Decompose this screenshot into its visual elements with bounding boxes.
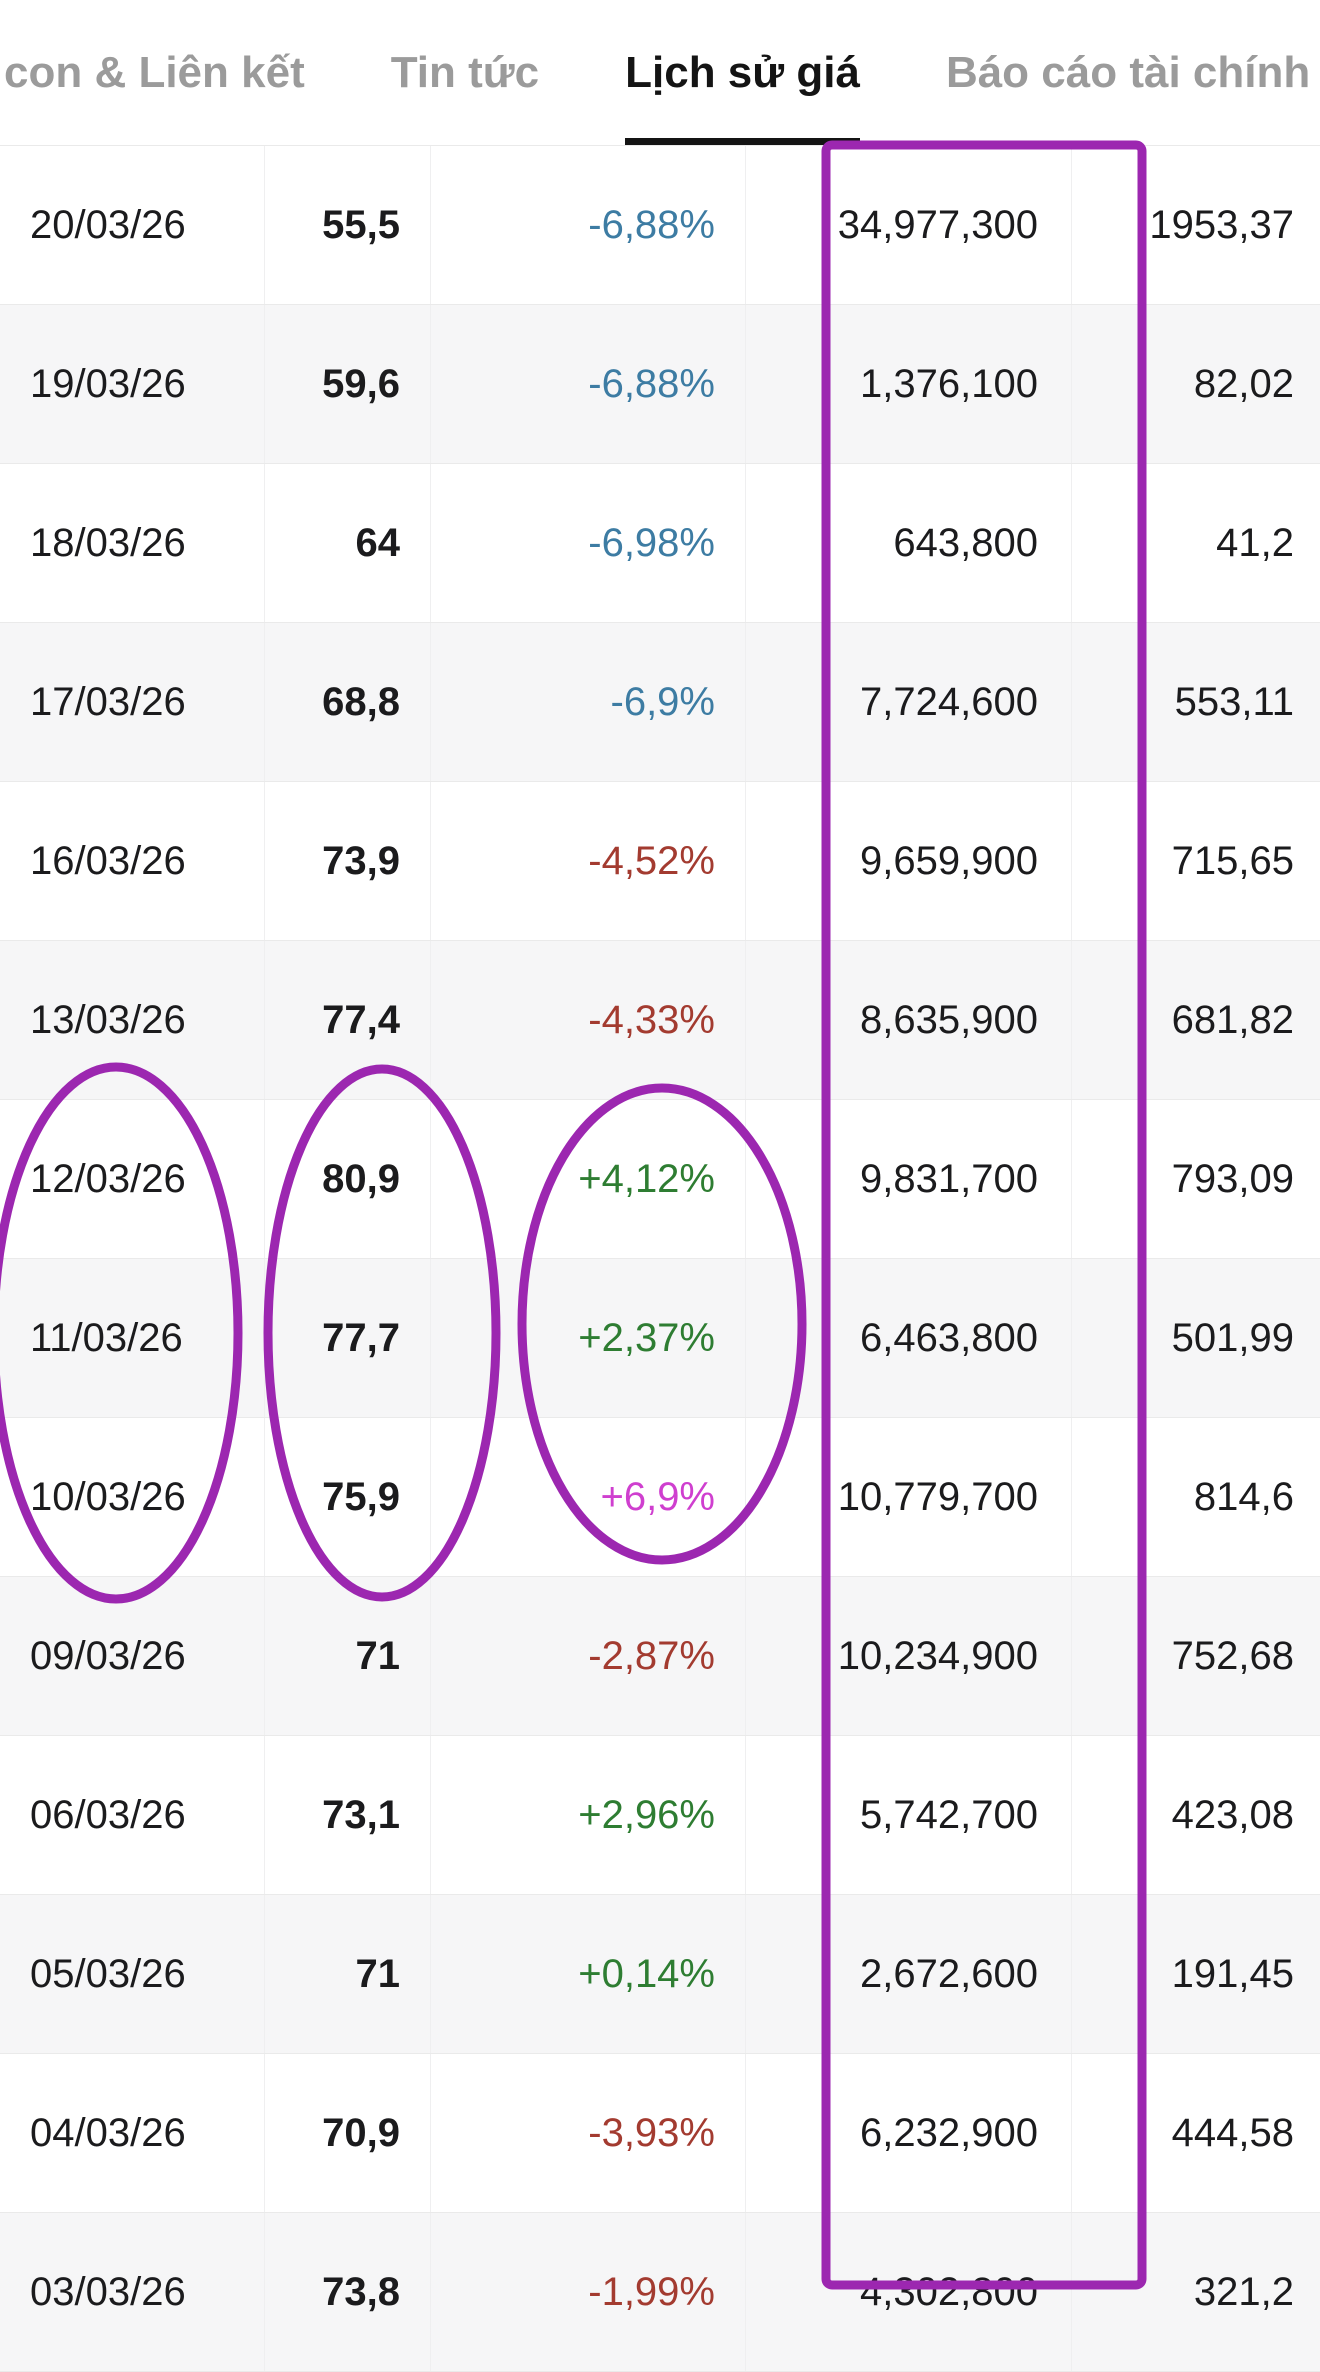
- date-cell: 05/03/26: [30, 1951, 186, 1996]
- tab-label: con & Liên kết: [4, 47, 305, 97]
- table-row: 04/03/26 70,9 -3,93% 6,232,900 444,58: [0, 2054, 1320, 2213]
- value-cell: 681,82: [1071, 941, 1320, 1099]
- date-cell: 04/03/26: [30, 2110, 186, 2155]
- change-cell: -2,87%: [430, 1577, 745, 1735]
- tab-bar: con & Liên kết Tin tức Lịch sử giá Báo c…: [0, 0, 1320, 145]
- value-cell: 553,11: [1071, 623, 1320, 781]
- price-cell: 73,8: [264, 2213, 430, 2371]
- value-cell: 41,2: [1071, 464, 1320, 622]
- table-row: 20/03/26 55,5 -6,88% 34,977,300 1953,37: [0, 146, 1320, 305]
- date-cell: 19/03/26: [30, 361, 186, 406]
- change-cell: -6,88%: [430, 146, 745, 304]
- change-cell: -6,9%: [430, 623, 745, 781]
- change-cell: +2,37%: [430, 1259, 745, 1417]
- price-cell: 77,4: [264, 941, 430, 1099]
- tab-shareholders-links[interactable]: con & Liên kết: [4, 0, 305, 145]
- change-cell: +2,96%: [430, 1736, 745, 1894]
- value-cell: 321,2: [1071, 2213, 1320, 2371]
- value-cell: 82,02: [1071, 305, 1320, 463]
- value-cell: 444,58: [1071, 2054, 1320, 2212]
- change-cell: -3,93%: [430, 2054, 745, 2212]
- value-cell: 752,68: [1071, 1577, 1320, 1735]
- value-cell: 793,09: [1071, 1100, 1320, 1258]
- change-cell: -6,98%: [430, 464, 745, 622]
- price-cell: 68,8: [264, 623, 430, 781]
- date-cell: 11/03/26: [30, 1315, 183, 1360]
- price-cell: 71: [264, 1577, 430, 1735]
- volume-cell: 9,659,900: [745, 782, 1071, 940]
- value-cell: 501,99: [1071, 1259, 1320, 1417]
- change-cell: +0,14%: [430, 1895, 745, 2053]
- price-cell: 71: [264, 1895, 430, 2053]
- change-cell: -4,52%: [430, 782, 745, 940]
- date-cell: 09/03/26: [30, 1633, 186, 1678]
- value-cell: 1953,37: [1071, 146, 1320, 304]
- volume-cell: 34,977,300: [745, 146, 1071, 304]
- volume-cell: 6,463,800: [745, 1259, 1071, 1417]
- tab-financial-reports[interactable]: Báo cáo tài chính: [946, 0, 1310, 145]
- date-cell: 16/03/26: [30, 838, 186, 883]
- table-row: 16/03/26 73,9 -4,52% 9,659,900 715,65: [0, 782, 1320, 941]
- volume-cell: 7,724,600: [745, 623, 1071, 781]
- table-row: 09/03/26 71 -2,87% 10,234,900 752,68: [0, 1577, 1320, 1736]
- date-cell: 20/03/26: [30, 202, 186, 247]
- table-row: 06/03/26 73,1 +2,96% 5,742,700 423,08: [0, 1736, 1320, 1895]
- tab-news[interactable]: Tin tức: [391, 0, 539, 145]
- price-history-table[interactable]: 20/03/26 55,5 -6,88% 34,977,300 1953,37 …: [0, 145, 1320, 2372]
- volume-cell: 9,831,700: [745, 1100, 1071, 1258]
- date-cell: 06/03/26: [30, 1792, 186, 1837]
- volume-cell: 10,234,900: [745, 1577, 1071, 1735]
- table-row: 19/03/26 59,6 -6,88% 1,376,100 82,02: [0, 305, 1320, 464]
- price-cell: 70,9: [264, 2054, 430, 2212]
- date-cell: 17/03/26: [30, 679, 186, 724]
- table-row: 11/03/26 77,7 +2,37% 6,463,800 501,99: [0, 1259, 1320, 1418]
- table-row: 12/03/26 80,9 +4,12% 9,831,700 793,09: [0, 1100, 1320, 1259]
- table-row: 18/03/26 64 -6,98% 643,800 41,2: [0, 464, 1320, 623]
- price-cell: 55,5: [264, 146, 430, 304]
- volume-cell: 2,672,600: [745, 1895, 1071, 2053]
- table-row: 17/03/26 68,8 -6,9% 7,724,600 553,11: [0, 623, 1320, 782]
- date-cell: 12/03/26: [30, 1156, 186, 1201]
- value-cell: 715,65: [1071, 782, 1320, 940]
- volume-cell: 643,800: [745, 464, 1071, 622]
- price-cell: 73,9: [264, 782, 430, 940]
- volume-cell: 4,302,800: [745, 2213, 1071, 2371]
- table-row: 05/03/26 71 +0,14% 2,672,600 191,45: [0, 1895, 1320, 2054]
- change-cell: -4,33%: [430, 941, 745, 1099]
- value-cell: 814,6: [1071, 1418, 1320, 1576]
- value-cell: 423,08: [1071, 1736, 1320, 1894]
- volume-cell: 10,779,700: [745, 1418, 1071, 1576]
- tab-label: Lịch sử giá: [625, 47, 860, 97]
- date-cell: 10/03/26: [30, 1474, 186, 1519]
- tab-label: Báo cáo tài chính: [945, 47, 1311, 97]
- volume-cell: 5,742,700: [745, 1736, 1071, 1894]
- table-row: 13/03/26 77,4 -4,33% 8,635,900 681,82: [0, 941, 1320, 1100]
- price-cell: 59,6: [264, 305, 430, 463]
- price-cell: 64: [264, 464, 430, 622]
- price-cell: 73,1: [264, 1736, 430, 1894]
- price-cell: 77,7: [264, 1259, 430, 1417]
- volume-cell: 6,232,900: [745, 2054, 1071, 2212]
- change-cell: -1,99%: [430, 2213, 745, 2371]
- value-cell: 191,45: [1071, 1895, 1320, 2053]
- volume-cell: 1,376,100: [745, 305, 1071, 463]
- change-cell: +6,9%: [430, 1418, 745, 1576]
- date-cell: 13/03/26: [30, 997, 186, 1042]
- price-cell: 75,9: [264, 1418, 430, 1576]
- date-cell: 03/03/26: [30, 2269, 186, 2314]
- volume-cell: 8,635,900: [745, 941, 1071, 1099]
- date-cell: 18/03/26: [30, 520, 186, 565]
- table-row: 10/03/26 75,9 +6,9% 10,779,700 814,6: [0, 1418, 1320, 1577]
- price-cell: 80,9: [264, 1100, 430, 1258]
- change-cell: -6,88%: [430, 305, 745, 463]
- tab-label: Tin tức: [390, 47, 540, 97]
- table-row: 03/03/26 73,8 -1,99% 4,302,800 321,2: [0, 2213, 1320, 2372]
- tab-price-history[interactable]: Lịch sử giá: [625, 0, 860, 145]
- change-cell: +4,12%: [430, 1100, 745, 1258]
